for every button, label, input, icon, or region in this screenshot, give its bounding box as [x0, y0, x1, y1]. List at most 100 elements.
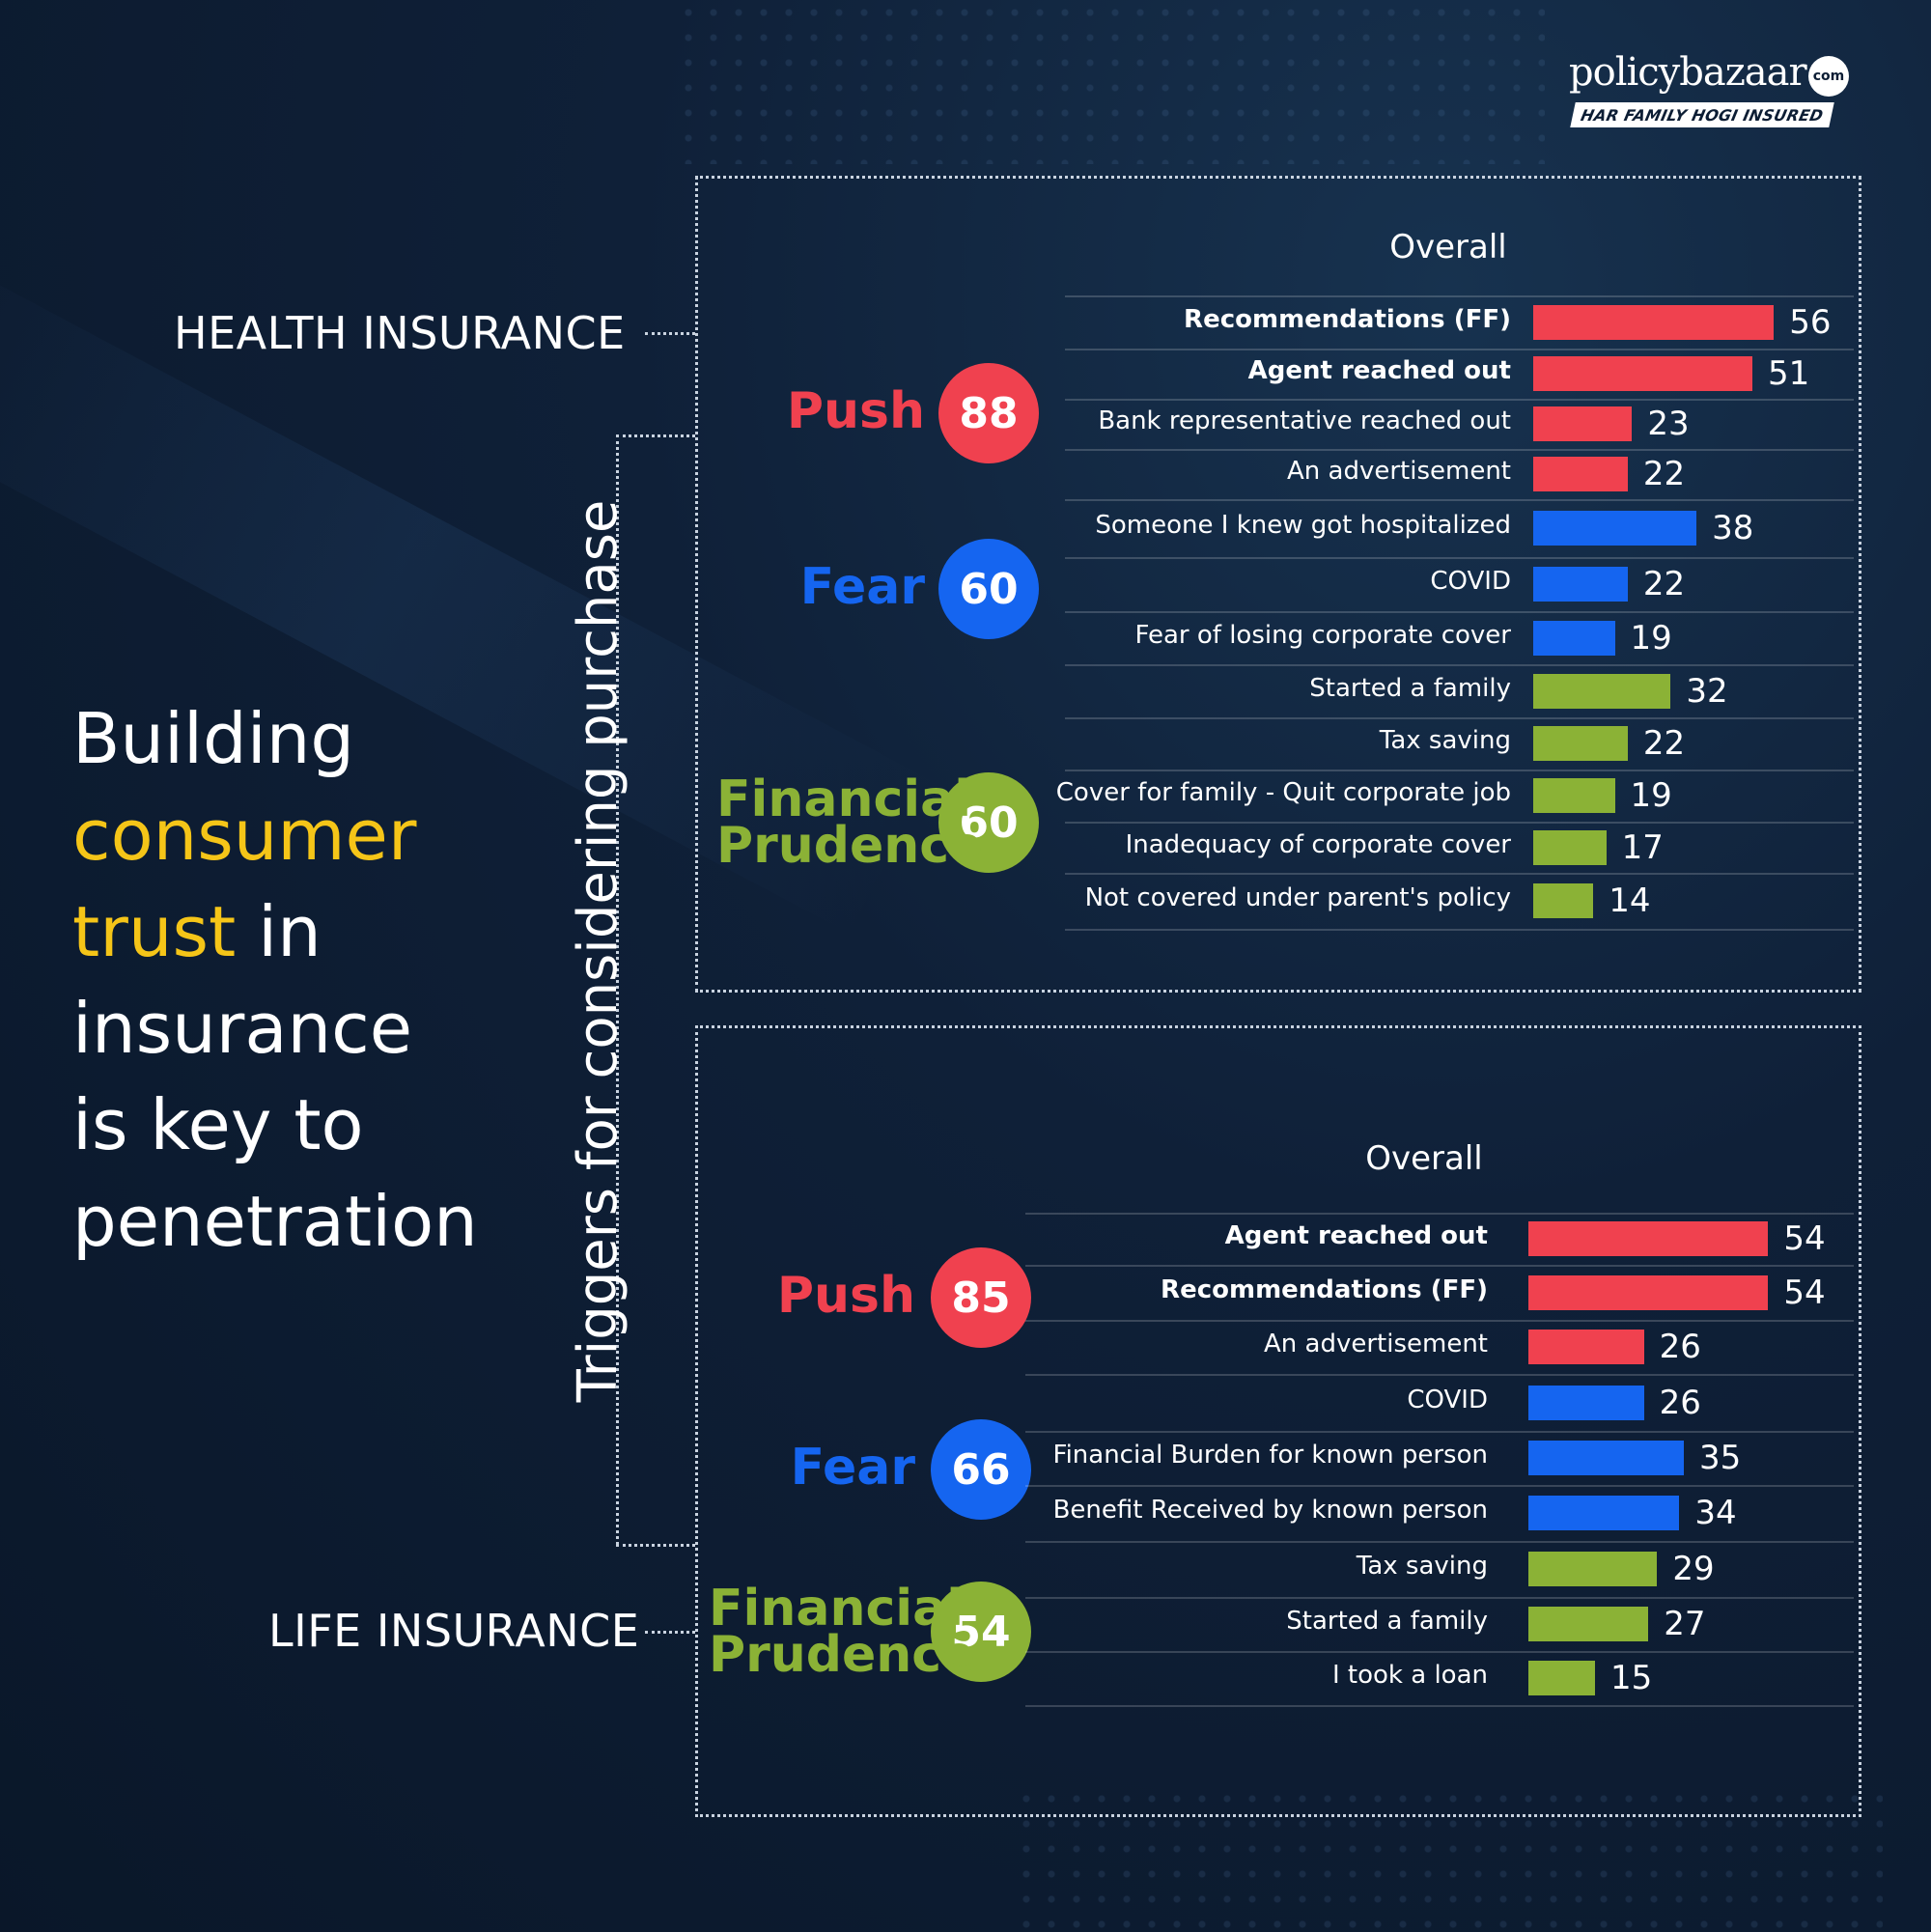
life-row-divider [1025, 1485, 1854, 1487]
health-bar-value: 22 [1642, 455, 1686, 493]
health-bar-value: 22 [1642, 724, 1686, 763]
group-label-word: Prudence [709, 1626, 976, 1684]
life-group-score-fear: 66 [931, 1419, 1031, 1520]
brand-logo[interactable]: policybazaar com HAR FAMILY HOGI INSURED [1569, 50, 1859, 129]
triggers-vertical-title: Triggers for considering purchase [567, 499, 630, 1403]
life-row-divider [1025, 1320, 1854, 1322]
life-row-label: Started a family [1286, 1607, 1488, 1636]
life-row-label: I took a loan [1331, 1661, 1488, 1690]
heading-line-3-rest: in [236, 891, 322, 972]
life-row-divider [1025, 1705, 1854, 1707]
health-row-label: Inadequacy of corporate cover [1125, 829, 1511, 859]
health-bar [1533, 673, 1671, 709]
life-group-score-push: 85 [931, 1247, 1031, 1348]
life-bar [1528, 1661, 1595, 1695]
life-bar-value: 35 [1699, 1439, 1742, 1477]
health-bar-value: 17 [1621, 827, 1664, 867]
life-row-label: Tax saving [1356, 1552, 1488, 1581]
health-bar-value: 14 [1609, 882, 1651, 920]
group-label-word: Fear [790, 1439, 915, 1497]
health-bar-value: 51 [1767, 354, 1810, 393]
heading-line-2: consumer [72, 795, 417, 876]
life-insurance-label: LIFE INSURANCE [268, 1605, 640, 1657]
health-row-label: Tax saving [1379, 726, 1511, 755]
health-row-label: Started a family [1309, 673, 1511, 703]
life-bar-value: 34 [1694, 1494, 1737, 1532]
health-insurance-label: HEALTH INSURANCE [174, 307, 626, 359]
life-row-divider [1025, 1374, 1854, 1376]
life-row-label: Recommendations (FF) [1161, 1274, 1488, 1304]
life-insurance-panel [695, 1025, 1861, 1817]
health-row-divider [1065, 611, 1854, 613]
life-bar [1528, 1552, 1658, 1586]
health-row-divider [1065, 499, 1854, 501]
background-dot-pattern [676, 0, 1545, 164]
life-group-label-push: Push [664, 1267, 915, 1325]
health-bar [1533, 406, 1633, 441]
bracket-vertical-line [616, 434, 619, 1545]
health-bar [1533, 778, 1615, 813]
life-bar-value: 26 [1659, 1383, 1701, 1422]
logo-tagline: HAR FAMILY HOGI INSURED [1570, 102, 1834, 127]
heading-line-5: is key to [72, 1084, 364, 1165]
health-group-label-fear: Fear [674, 562, 925, 612]
life-bar [1528, 1385, 1644, 1420]
health-bar [1533, 457, 1628, 491]
health-bar-value: 19 [1630, 618, 1672, 658]
health-bar [1533, 829, 1607, 865]
group-label-word: Push [776, 1267, 915, 1325]
life-bar [1528, 1274, 1769, 1310]
health-insurance-panel [695, 176, 1861, 993]
health-row-divider [1065, 873, 1854, 875]
life-row-divider [1025, 1651, 1854, 1653]
health-chart-title: Overall [1389, 228, 1507, 266]
life-row-label: Benefit Received by known person [1052, 1496, 1488, 1525]
life-row-label: Agent reached out [1224, 1221, 1488, 1250]
heading-highlight-trust: trust [72, 891, 237, 972]
group-label-word: Push [786, 382, 925, 440]
health-bar [1533, 511, 1697, 546]
health-bar-value: 38 [1712, 509, 1754, 547]
health-row-label: Someone I knew got hospitalized [1095, 511, 1511, 540]
life-bar-value: 54 [1783, 1219, 1826, 1258]
health-row-label: Recommendations (FF) [1184, 304, 1511, 334]
health-bar [1533, 620, 1615, 656]
health-row-divider [1065, 349, 1854, 350]
life-bar-value: 27 [1664, 1605, 1706, 1643]
life-bar-value: 26 [1659, 1328, 1701, 1366]
group-label-word: Prudence [716, 817, 984, 875]
group-label-word: Financial [716, 770, 972, 828]
life-bar [1528, 1441, 1684, 1475]
health-group-label-financial-prudence: Financial Prudence [716, 770, 984, 875]
life-connector-line [645, 1631, 695, 1634]
health-row-label: Cover for family - Quit corporate job [1055, 778, 1511, 807]
health-row-divider [1065, 557, 1854, 559]
health-group-score-push: 88 [938, 363, 1039, 463]
health-group-score-financial-prudence: 60 [938, 772, 1039, 873]
health-row-label: Not covered under parent's policy [1084, 883, 1511, 912]
health-row-label: COVID [1430, 567, 1511, 596]
health-row-label: Bank representative reached out [1098, 406, 1511, 435]
logo-wordmark: policybazaar [1569, 50, 1807, 95]
group-label-word: Financial [709, 1580, 965, 1638]
heading-line-3: trust in [72, 883, 526, 980]
page-heading: Building consumer trust in insurance is … [72, 690, 526, 1270]
life-row-divider [1025, 1265, 1854, 1267]
bracket-bottom-line [616, 1544, 695, 1547]
life-bar [1528, 1607, 1649, 1641]
life-row-label: COVID [1407, 1385, 1488, 1414]
life-bar [1528, 1496, 1680, 1530]
health-bar-value: 56 [1789, 302, 1832, 342]
heading-line-1: Building [72, 698, 355, 779]
health-bar [1533, 883, 1594, 918]
life-row-divider [1025, 1597, 1854, 1599]
health-bar-value: 22 [1642, 565, 1686, 603]
life-bar-value: 54 [1783, 1273, 1826, 1312]
health-row-label: An advertisement [1287, 457, 1511, 486]
health-bar [1533, 356, 1752, 391]
life-row-label: Financial Burden for known person [1052, 1441, 1489, 1470]
health-connector-line [645, 332, 695, 335]
life-bar-value: 29 [1672, 1550, 1715, 1588]
life-bar [1528, 1330, 1644, 1364]
health-row-label: Agent reached out [1247, 356, 1511, 385]
